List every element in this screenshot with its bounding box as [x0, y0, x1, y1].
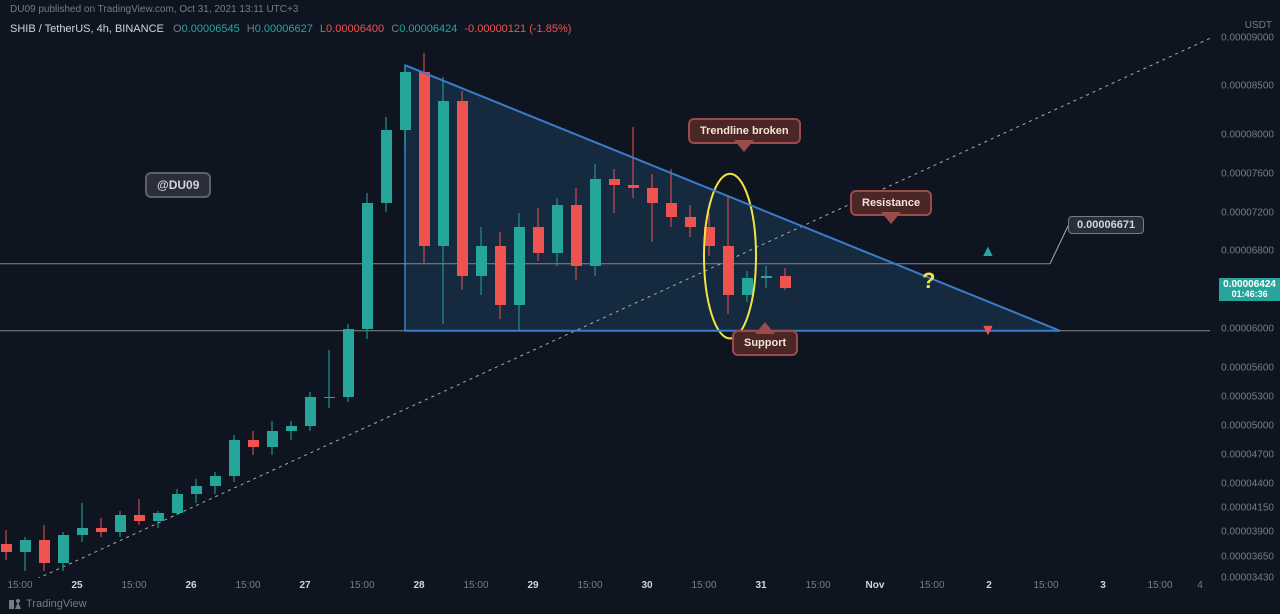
highlight-ellipse [704, 174, 756, 339]
y-tick-label: 0.00008500 [1221, 81, 1274, 92]
y-tick-label: 0.00004150 [1221, 503, 1274, 514]
y-tick-label: 0.00005600 [1221, 362, 1274, 373]
chart-plot[interactable]: @DU09 Trendline broken Resistance Suppor… [0, 38, 1210, 578]
y-tick-label: 0.00008000 [1221, 129, 1274, 140]
y-tick-label: 0.00005300 [1221, 391, 1274, 402]
footer-brand-text: TradingView [26, 598, 87, 610]
o-label: O [173, 23, 182, 35]
price-label-tag: 0.00006671 [1068, 216, 1144, 234]
y-tick-label: 0.00004400 [1221, 478, 1274, 489]
x-tick-label: 15:00 [1147, 580, 1172, 591]
l-value: 0.00006400 [326, 23, 384, 35]
down-arrow-icon: ▼ [980, 322, 996, 340]
x-axis: 15:00 25 15:00 26 15:00 27 15:00 28 15:00 29 15:00… [0, 580, 1210, 594]
support-text: Support [744, 337, 786, 349]
x-tick-label: 4 [1197, 580, 1203, 591]
publish-info: DU09 published on TradingView.com, Oct 3… [10, 4, 298, 15]
x-tick-label: 15:00 [919, 580, 944, 591]
user-tag-badge: @DU09 [145, 172, 211, 198]
y-axis: USDT 0.000090000.000085000.000080000.000… [1210, 38, 1280, 578]
x-tick-label: 15:00 [121, 580, 146, 591]
support-callout: Support [732, 330, 798, 356]
trendline-broken-text: Trendline broken [700, 125, 789, 137]
y-tick-label: 0.00009000 [1221, 33, 1274, 44]
x-tick-label: 15:00 [577, 580, 602, 591]
symbol-label: SHIB / TetherUS, 4h, BINANCE [10, 23, 164, 35]
c-label: C [391, 23, 399, 35]
resistance-text: Resistance [862, 197, 920, 209]
x-tick-label: 15:00 [691, 580, 716, 591]
y-tick-label: 0.00003650 [1221, 551, 1274, 562]
o-value: 0.00006545 [182, 23, 240, 35]
c-value: 0.00006424 [399, 23, 457, 35]
x-tick-label: 26 [185, 580, 196, 591]
y-tick-label: 0.00004700 [1221, 449, 1274, 460]
x-tick-label: 2 [986, 580, 992, 591]
y-tick-label: 0.00006800 [1221, 246, 1274, 257]
question-mark-icon: ? [922, 268, 935, 294]
up-arrow-icon: ▲ [980, 243, 996, 261]
x-tick-label: 15:00 [805, 580, 830, 591]
y-tick-label: 0.00006000 [1221, 323, 1274, 334]
y-axis-unit: USDT [1245, 20, 1272, 31]
x-tick-label: 3 [1100, 580, 1106, 591]
trendline-broken-callout: Trendline broken [688, 118, 801, 144]
y-tick-label: 0.00003430 [1221, 573, 1274, 584]
y-tick-label: 0.00007200 [1221, 207, 1274, 218]
ohlc-bar: SHIB / TetherUS, 4h, BINANCE O0.00006545… [10, 23, 575, 35]
h-label: H [247, 23, 255, 35]
y-tick-label: 0.00007600 [1221, 168, 1274, 179]
footer-brand: TradingView [8, 597, 87, 611]
y-tick-label: 0.00005000 [1221, 420, 1274, 431]
change-value: -0.00000121 (-1.85%) [464, 23, 571, 35]
x-tick-label: 15:00 [349, 580, 374, 591]
x-tick-label: 30 [641, 580, 652, 591]
h-value: 0.00006627 [255, 23, 313, 35]
x-tick-label: 25 [71, 580, 82, 591]
x-tick-label: 27 [299, 580, 310, 591]
y-tick-label: 0.00003900 [1221, 527, 1274, 538]
x-tick-label: 15:00 [463, 580, 488, 591]
x-tick-label: 15:00 [7, 580, 32, 591]
resistance-callout: Resistance [850, 190, 932, 216]
chart-svg-overlay [0, 38, 1210, 578]
tradingview-logo-icon [8, 597, 22, 611]
x-tick-label: 29 [527, 580, 538, 591]
current-price-tag: 0.0000642401:46:36 [1219, 278, 1280, 301]
x-tick-label: Nov [866, 580, 885, 591]
x-tick-label: 28 [413, 580, 424, 591]
x-tick-label: 31 [755, 580, 766, 591]
x-tick-label: 15:00 [1033, 580, 1058, 591]
x-tick-label: 15:00 [235, 580, 260, 591]
